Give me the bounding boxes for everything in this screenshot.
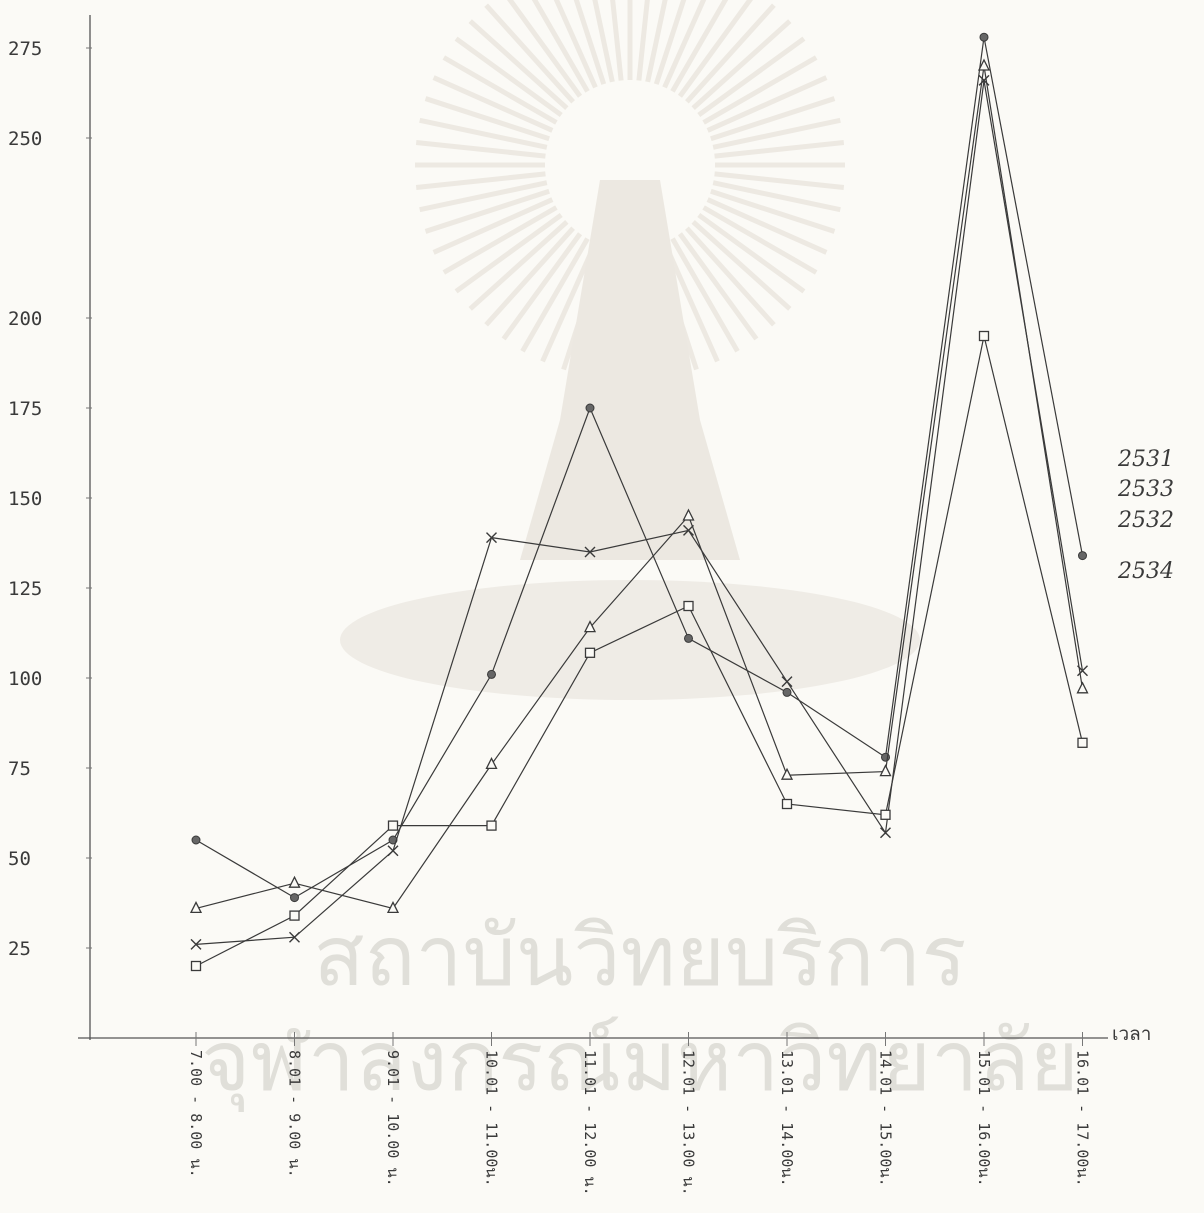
watermark-line-1: สถาบันวิทยบริการ — [313, 907, 966, 1005]
data-point-cross — [486, 532, 497, 544]
x-tick-label: 11.01 - 12.00 น. — [581, 1050, 599, 1196]
data-point-dot — [684, 633, 693, 643]
data-point-cross — [781, 676, 793, 688]
data-point-dot — [290, 893, 299, 903]
data-point-cross — [880, 827, 891, 839]
axes: เวลา — [78, 15, 1151, 1045]
data-point-cross — [289, 931, 300, 943]
data-point-triangle — [682, 508, 695, 521]
series-2534: 2534 — [190, 330, 1174, 972]
series-line — [195, 37, 1084, 899]
data-point-triangle — [977, 58, 991, 71]
watermark-emblem-icon — [340, 0, 920, 700]
data-point-square — [584, 647, 596, 658]
data-point-cross — [584, 546, 596, 558]
series-label: 2534 — [1117, 559, 1174, 584]
data-point-triangle — [879, 764, 892, 777]
x-tick-label: 12.01 - 13.00 น. — [680, 1050, 698, 1196]
data-point-square — [1077, 737, 1088, 748]
y-tick-label: 175 — [8, 398, 42, 420]
x-tick-labels: 7.00 - 8.00 น. 8.01 - 9.00 น. 9.01 - 10.00… — [187, 1032, 1092, 1196]
series-label: 2531 — [1117, 447, 1174, 472]
y-tick-label: 100 — [8, 668, 42, 690]
data-point-cross — [387, 845, 399, 857]
data-point-square — [289, 910, 300, 921]
y-tick-label: 50 — [8, 848, 31, 870]
x-tick-label: 16.01 - 17.00น. — [1074, 1050, 1092, 1187]
data-point-square — [387, 820, 399, 831]
y-tick-label: 200 — [8, 308, 42, 330]
y-tick-labels: 25 50 75 100 125 150 175 200 250 275 — [8, 38, 92, 960]
data-point-dot — [979, 32, 989, 42]
data-point-dot — [487, 669, 496, 679]
x-tick-label: 9.01 - 10.00 น. — [384, 1050, 402, 1187]
x-axis-title: เวลา — [1112, 1023, 1151, 1045]
data-point-square — [781, 798, 793, 810]
data-point-square — [978, 330, 990, 342]
y-tick-label: 275 — [8, 38, 42, 60]
data-point-triangle — [583, 620, 597, 633]
watermark: สถาบันวิทยบริการ จุฬาลงกรณ์มหาวิทยาลัย — [201, 0, 1079, 1113]
data-point-triangle — [288, 875, 301, 888]
data-point-cross — [190, 938, 202, 950]
y-tick-label: 25 — [8, 938, 31, 960]
series-2533: 2533 — [189, 58, 1174, 914]
x-tick-label: 15.01 - 16.00น. — [975, 1050, 993, 1187]
data-point-square — [880, 809, 891, 820]
data-point-dot — [585, 403, 595, 413]
data-point-triangle — [1076, 681, 1089, 694]
x-tick-label: 14.01 - 15.00น. — [877, 1050, 895, 1187]
series: 2532 2531 2533 2534 — [189, 32, 1174, 972]
y-tick-label: 125 — [8, 578, 42, 600]
y-tick-label: 75 — [8, 758, 31, 780]
x-tick-label: 10.01 - 11.00น. — [483, 1050, 501, 1187]
series-label: 2533 — [1117, 477, 1174, 502]
data-point-square — [683, 600, 694, 612]
y-tick-label: 150 — [8, 488, 42, 510]
series-line — [195, 65, 1084, 910]
data-point-triangle — [780, 767, 794, 780]
data-point-square — [190, 960, 202, 972]
data-point-triangle — [485, 756, 498, 770]
series-label: 2532 — [1117, 508, 1174, 533]
data-point-square — [486, 820, 497, 831]
x-tick-label: 13.01 - 14.00น. — [778, 1050, 796, 1187]
data-point-triangle — [189, 900, 203, 914]
data-point-cross — [683, 524, 694, 536]
data-point-dot — [782, 687, 792, 697]
data-point-triangle — [386, 900, 400, 914]
series-line — [195, 335, 1084, 967]
x-tick-label: 8.01 - 9.00 น. — [286, 1050, 304, 1178]
watermark-line-2: จุฬาลงกรณ์มหาวิทยาลัย — [201, 1012, 1079, 1113]
x-tick-label: 7.00 - 8.00 น. — [187, 1050, 205, 1178]
series-line — [195, 80, 1084, 945]
data-point-dot — [191, 835, 201, 845]
data-point-dot — [1078, 551, 1087, 561]
y-tick-label: 250 — [8, 128, 42, 150]
